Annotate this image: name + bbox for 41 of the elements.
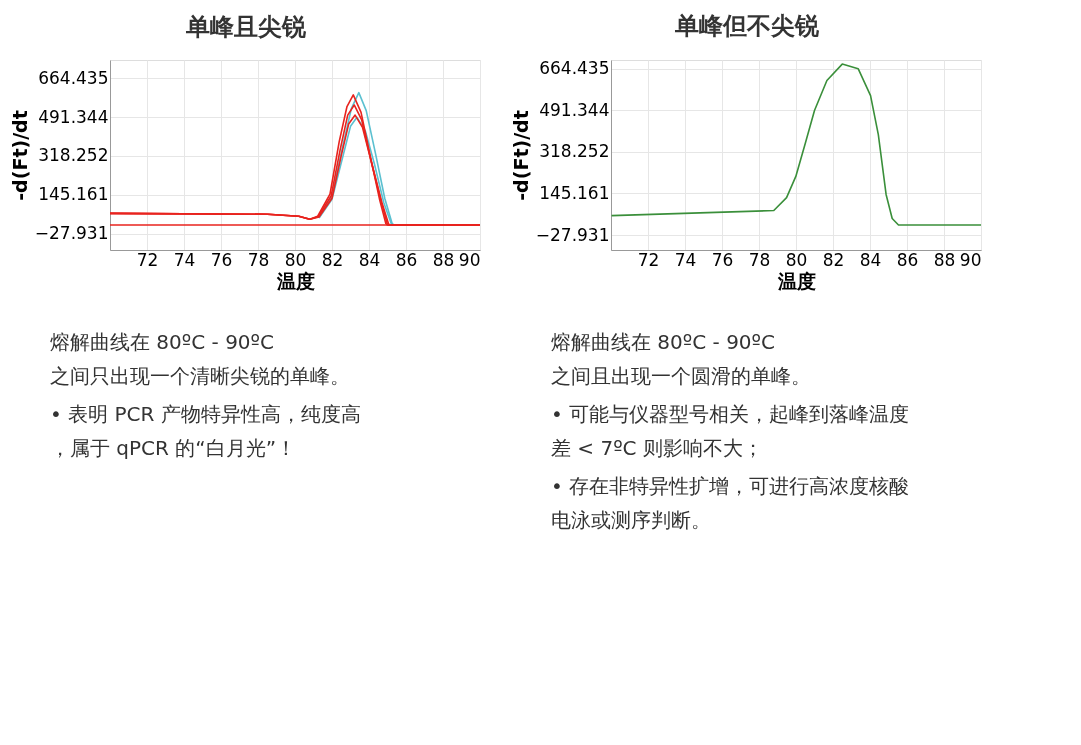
x-tick-label: 76 bbox=[711, 249, 734, 270]
y-axis-title: -d(Ft)/dt bbox=[8, 110, 31, 201]
x-tick-label: 86 bbox=[896, 249, 919, 270]
x-tick-label: 88 bbox=[432, 249, 455, 270]
x-tick-label: 74 bbox=[674, 249, 697, 270]
x-tick-label: 80 bbox=[785, 249, 808, 270]
x-axis-title: 温度 bbox=[275, 269, 315, 292]
y-axis-title: -d(Ft)/dt bbox=[509, 110, 532, 201]
y-tick-label: 664.435 bbox=[38, 67, 109, 88]
y-tick-label: 318.252 bbox=[539, 141, 610, 162]
text: • 可能与仪器型号相关，起峰到落峰温度差 < 7ºC 则影响不大； bbox=[551, 402, 910, 460]
text: 熔解曲线在 80ºC - 90ºC 之间且出现一个圆滑的单峰。 bbox=[551, 330, 811, 388]
y-tick-label: −27.931 bbox=[34, 223, 109, 244]
x-tick-label: 78 bbox=[247, 249, 270, 270]
text: 熔解曲线在 80ºC - 90ºC 之间只出现一个清晰尖锐的单峰。 bbox=[50, 330, 350, 388]
y-tick-label: 145.161 bbox=[38, 184, 109, 205]
x-tick-label: 74 bbox=[173, 249, 196, 270]
y-tick-label: −27.931 bbox=[535, 224, 610, 245]
chart-title: 单峰且尖锐 bbox=[184, 12, 307, 41]
text: • 存在非特异性扩增，可进行高浓度核酸电泳或测序判断。 bbox=[551, 474, 910, 532]
y-tick-label: 491.344 bbox=[38, 106, 109, 127]
x-tick-label: 88 bbox=[933, 249, 956, 270]
y-tick-label: 664.435 bbox=[539, 58, 610, 79]
x-tick-label: 84 bbox=[859, 249, 882, 270]
y-tick-label: 145.161 bbox=[539, 182, 610, 203]
x-tick-label: 72 bbox=[637, 249, 660, 270]
x-tick-label: 80 bbox=[284, 249, 307, 270]
x-tick-label: 90 bbox=[959, 249, 982, 270]
x-tick-label: 82 bbox=[321, 249, 344, 270]
text: • 表明 PCR 产物特异性高，纯度高，属于 qPCR 的“白月光”！ bbox=[50, 402, 361, 460]
x-tick-label: 76 bbox=[210, 249, 233, 270]
x-tick-label: 72 bbox=[136, 249, 159, 270]
x-tick-label: 86 bbox=[395, 249, 418, 270]
chart-title: 单峰但不尖锐 bbox=[673, 12, 820, 41]
y-tick-label: 491.344 bbox=[539, 99, 610, 120]
x-tick-label: 82 bbox=[822, 249, 845, 270]
y-tick-label: 318.252 bbox=[38, 145, 109, 166]
x-tick-label: 78 bbox=[748, 249, 771, 270]
x-axis-title: 温度 bbox=[776, 269, 816, 292]
x-tick-label: 90 bbox=[458, 249, 481, 270]
x-tick-label: 84 bbox=[358, 249, 381, 270]
